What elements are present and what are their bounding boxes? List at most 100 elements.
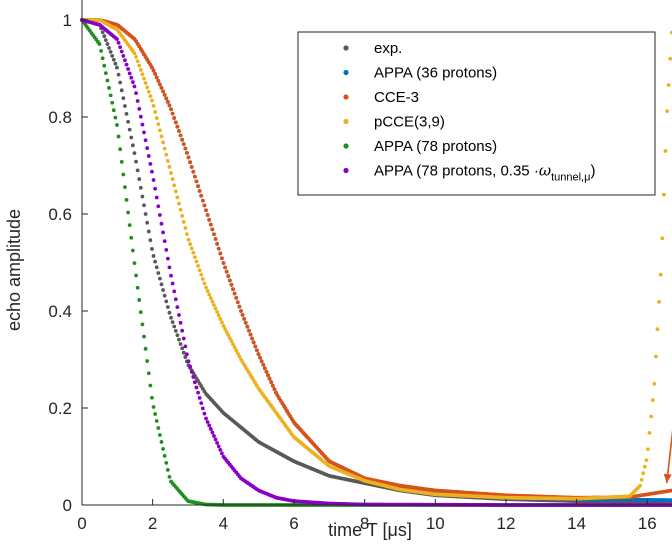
data-point [253, 344, 258, 349]
data-point [156, 204, 161, 209]
data-point [183, 226, 188, 230]
data-point [175, 305, 180, 310]
data-point [162, 146, 167, 151]
data-point [169, 273, 173, 278]
data-point [132, 51, 137, 56]
annotation-arrow-head [663, 473, 672, 484]
data-point [111, 57, 116, 62]
data-point [644, 458, 649, 463]
data-point [264, 369, 269, 374]
data-point [161, 288, 165, 292]
data-point [100, 56, 105, 61]
data-point [181, 142, 186, 147]
data-point [135, 59, 140, 64]
data-point [167, 474, 172, 479]
data-point [235, 351, 240, 356]
annotation-arrow-line [665, 429, 672, 484]
data-point [666, 83, 671, 87]
data-point [210, 430, 215, 435]
data-point [218, 251, 223, 256]
data-point [194, 385, 199, 390]
data-point [153, 186, 158, 191]
data-point [210, 227, 215, 232]
legend-label: APPA (78 protons) [374, 138, 497, 155]
data-point [156, 79, 161, 83]
data-point [654, 354, 658, 359]
data-point [146, 154, 151, 158]
legend-marker [343, 69, 349, 76]
y-tick-label: 0.8 [48, 108, 72, 127]
data-point [181, 350, 186, 355]
data-point [173, 328, 178, 333]
legend-entry: APPA (78 protons) [343, 138, 497, 155]
data-point [150, 169, 154, 174]
y-axis-label: echo amplitude [4, 209, 24, 331]
data-point [205, 289, 210, 293]
data-point [186, 237, 191, 242]
data-point [169, 107, 173, 112]
data-point [126, 67, 130, 71]
data-point [267, 376, 272, 381]
data-point [123, 104, 127, 108]
data-point [199, 272, 204, 277]
data-point [647, 430, 652, 435]
annotation-layer [663, 429, 672, 484]
data-point [134, 159, 138, 164]
data-point [177, 129, 181, 133]
data-point [105, 78, 110, 83]
data-point [110, 100, 115, 105]
data-point [185, 352, 189, 357]
data-point [159, 221, 164, 226]
data-point [129, 75, 134, 80]
data-point [204, 416, 208, 421]
axes: 0 2 4 6 8 10 12 14 16 0 0.2 0.4 0.6 0.8 1 [48, 0, 672, 533]
data-point [197, 268, 202, 273]
legend-label: APPA (36 protons) [374, 65, 497, 82]
data-point [657, 300, 661, 304]
data-point [116, 40, 121, 45]
data-point [191, 169, 196, 174]
data-point [212, 303, 216, 307]
data-point [130, 143, 135, 148]
data-point [663, 149, 668, 153]
data-point [115, 65, 119, 70]
data-point [132, 84, 137, 89]
data-point [135, 168, 140, 173]
data-point [221, 323, 226, 328]
x-tick-label: 4 [219, 514, 228, 533]
data-point [161, 89, 165, 94]
data-point [123, 185, 127, 190]
data-point [231, 342, 235, 347]
data-point [135, 99, 140, 103]
data-point [242, 316, 247, 321]
legend-box [297, 31, 656, 196]
data-point [159, 134, 164, 139]
data-point [170, 281, 175, 286]
data-point [162, 454, 167, 458]
data-point [165, 256, 170, 261]
data-point [639, 477, 644, 482]
x-tick-label: 14 [567, 514, 586, 533]
data-point [212, 232, 216, 237]
legend-entry: APPA (36 protons) [343, 65, 497, 82]
data-point [258, 355, 262, 360]
data-point [161, 140, 165, 145]
data-point [250, 336, 255, 341]
data-point [161, 230, 165, 235]
data-point [239, 309, 243, 313]
data-point [266, 373, 270, 378]
data-point [665, 109, 669, 114]
data-point [245, 324, 250, 329]
data-point [191, 375, 196, 379]
data-point [169, 171, 173, 175]
data-point [183, 344, 188, 349]
data-point [194, 259, 199, 264]
data-point [188, 160, 193, 165]
data-point [142, 203, 146, 208]
data-point [221, 261, 226, 265]
data-point [215, 241, 220, 246]
data-point [164, 299, 169, 304]
data-point [215, 441, 220, 445]
data-point [192, 174, 197, 179]
data-point [192, 380, 197, 385]
